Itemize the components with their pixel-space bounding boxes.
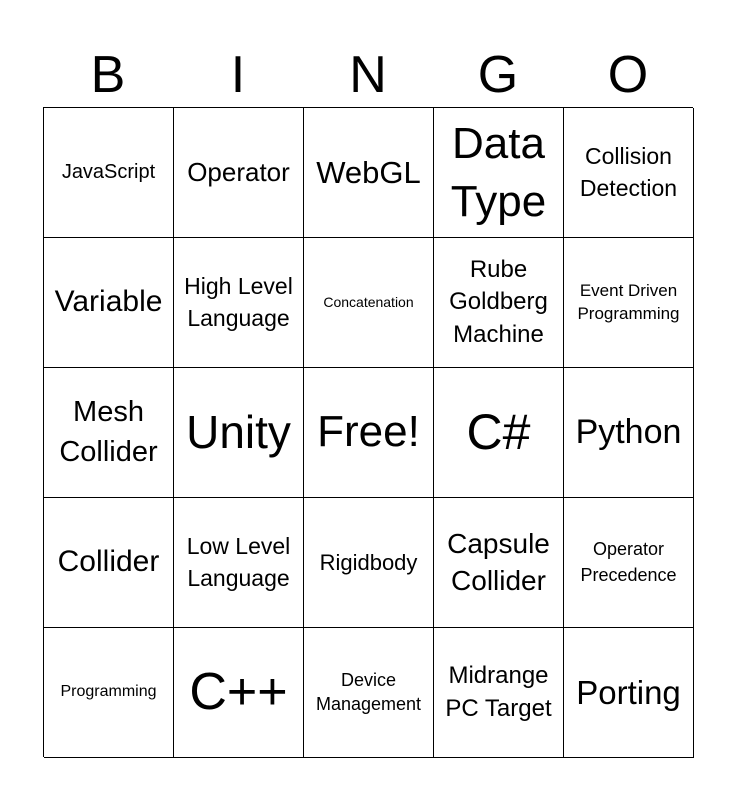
- bingo-cell[interactable]: WebGL: [304, 108, 434, 238]
- bingo-cell[interactable]: C#: [434, 368, 564, 498]
- bingo-cell[interactable]: Free!: [304, 368, 434, 498]
- bingo-header: B I N G O: [43, 40, 693, 110]
- bingo-cell[interactable]: Collision Detection: [564, 108, 694, 238]
- bingo-cell[interactable]: Operator: [174, 108, 304, 238]
- bingo-cell[interactable]: Rigidbody: [304, 498, 434, 628]
- bingo-cell[interactable]: JavaScript: [44, 108, 174, 238]
- bingo-cell[interactable]: High Level Language: [174, 238, 304, 368]
- bingo-cell[interactable]: Data Type: [434, 108, 564, 238]
- header-letter-g: G: [477, 46, 519, 104]
- bingo-cell[interactable]: Programming: [44, 628, 174, 758]
- header-letter-i: I: [230, 46, 246, 104]
- header-letter-n: N: [349, 46, 387, 104]
- header-letter-b: B: [90, 46, 126, 104]
- bingo-cell[interactable]: Rube Goldberg Machine: [434, 238, 564, 368]
- bingo-cell[interactable]: Variable: [44, 238, 174, 368]
- bingo-cell[interactable]: Mesh Collider: [44, 368, 174, 498]
- bingo-cell[interactable]: C++: [174, 628, 304, 758]
- bingo-cell[interactable]: Python: [564, 368, 694, 498]
- header-letter-o: O: [607, 46, 649, 104]
- bingo-cell[interactable]: Midrange PC Target: [434, 628, 564, 758]
- bingo-cell[interactable]: Concatenation: [304, 238, 434, 368]
- bingo-grid: JavaScript Operator WebGL Data Type Coll…: [43, 107, 694, 758]
- bingo-cell[interactable]: Operator Precedence: [564, 498, 694, 628]
- bingo-cell[interactable]: Device Management: [304, 628, 434, 758]
- bingo-cell[interactable]: Porting: [564, 628, 694, 758]
- bingo-cell[interactable]: Low Level Language: [174, 498, 304, 628]
- bingo-cell[interactable]: Event Driven Programming: [564, 238, 694, 368]
- bingo-cell[interactable]: Collider: [44, 498, 174, 628]
- bingo-cell[interactable]: Capsule Collider: [434, 498, 564, 628]
- bingo-cell[interactable]: Unity: [174, 368, 304, 498]
